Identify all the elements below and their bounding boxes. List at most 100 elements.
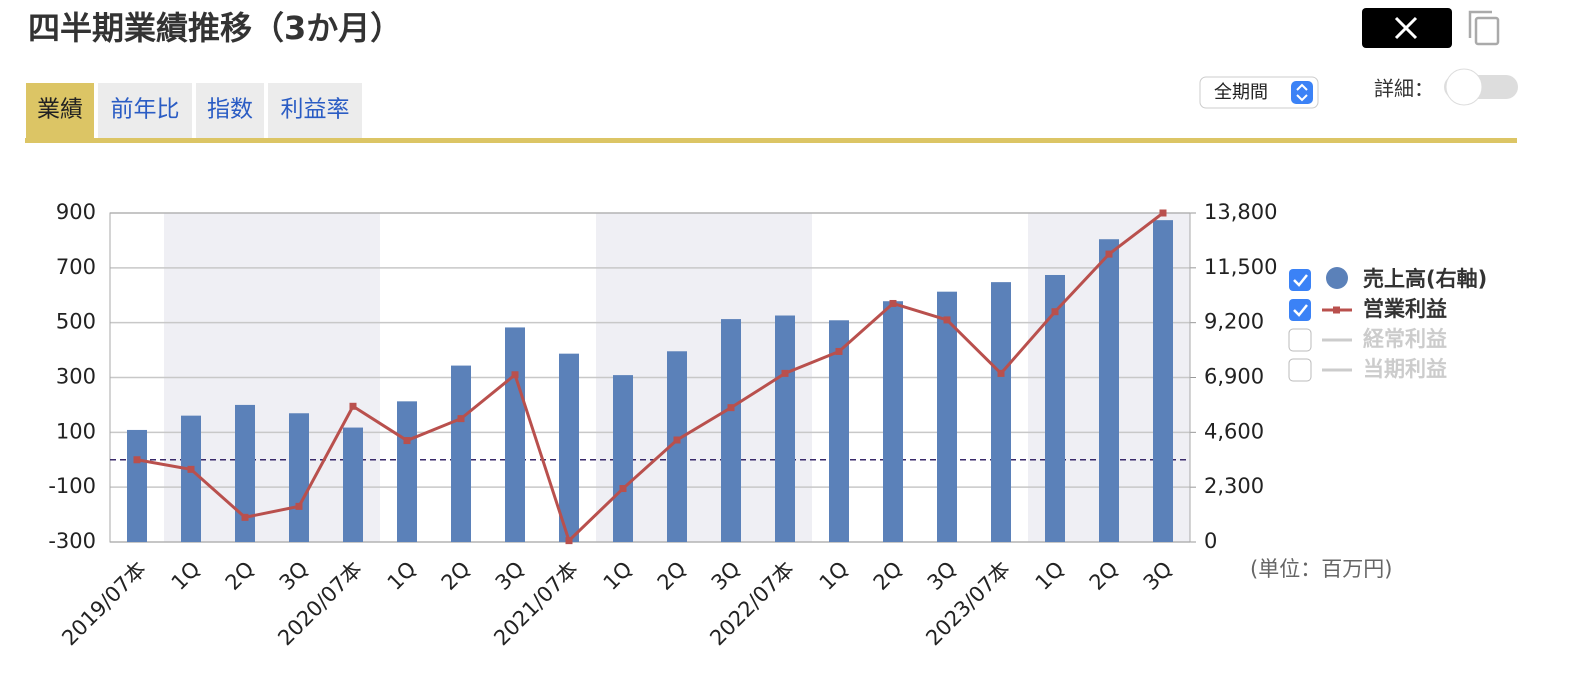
tab-label: 前年比: [111, 97, 180, 123]
line-marker: [619, 485, 627, 493]
copy-button[interactable]: [1468, 10, 1500, 46]
line-marker: [1159, 209, 1167, 217]
copy-icon-back: [1468, 10, 1492, 38]
bar: [937, 291, 957, 542]
bar: [559, 353, 579, 542]
x-tick-label: 3Q: [491, 557, 529, 595]
tab[interactable]: 業績: [26, 83, 94, 138]
line-marker: [295, 502, 303, 510]
legend-item[interactable]: 営業利益: [1289, 297, 1447, 321]
legend-item[interactable]: 売上高(右軸): [1289, 267, 1487, 291]
legend-label: 売上高(右軸): [1363, 267, 1487, 291]
bar: [181, 415, 201, 542]
bar: [721, 319, 741, 542]
legend-swatch-marker: [1333, 306, 1340, 314]
bar: [613, 375, 633, 542]
legend-checkbox: [1288, 358, 1312, 382]
legend-label: 当期利益: [1363, 357, 1447, 381]
tab-underline: [25, 138, 1517, 143]
x-logo: [1394, 16, 1418, 40]
y2-tick-label: 2,300: [1204, 474, 1264, 498]
y2-tick-label: 9,200: [1204, 310, 1264, 334]
line-marker: [349, 402, 357, 410]
legend-checkbox: [1289, 269, 1311, 291]
bar: [829, 320, 849, 542]
x-tick-label: 2019/07本: [57, 557, 151, 651]
y2-tick-label: 0: [1204, 529, 1217, 553]
toggle-knob: [1445, 68, 1483, 106]
tab[interactable]: 前年比: [98, 83, 192, 138]
bar: [667, 351, 687, 542]
line-marker: [187, 465, 195, 473]
plot-frame: [109, 212, 1191, 543]
y2-tick-label: 11,500: [1204, 255, 1277, 279]
x-tick-label: 1Q: [815, 557, 853, 595]
tab[interactable]: 利益率: [268, 83, 362, 138]
y2-tick-label: 4,600: [1204, 419, 1264, 443]
tab-label: 業績: [37, 97, 83, 123]
y-tick-label: 300: [56, 365, 96, 389]
select-arrow-bg: [1291, 81, 1313, 104]
copy-icon-front: [1474, 16, 1500, 46]
bar: [1045, 274, 1065, 542]
x-tick-label: 3Q: [923, 557, 961, 595]
bar: [235, 404, 255, 542]
x-tick-label: 1Q: [167, 557, 205, 595]
legend-checkbox: [1289, 299, 1311, 321]
bar: [127, 429, 147, 542]
tab[interactable]: 指数: [196, 83, 264, 138]
x-tick-label: 1Q: [383, 557, 421, 595]
y-tick-label: 900: [56, 200, 96, 224]
bar: [289, 413, 309, 542]
share-x-button[interactable]: [1362, 8, 1452, 48]
x-tick-label: 3Q: [707, 557, 745, 595]
unit-note: (単位：百万円): [1250, 557, 1392, 581]
period-select[interactable]: 全期間: [1199, 76, 1319, 109]
page-title: 四半期業績推移（3か月）: [28, 9, 402, 47]
legend-checkbox: [1288, 328, 1312, 352]
tab-bg: [268, 83, 362, 138]
x-tick-label: 1Q: [599, 557, 637, 595]
x-tick-label: 2Q: [1085, 557, 1123, 595]
x-tick-label: 3Q: [275, 557, 313, 595]
y-tick-label: 500: [56, 310, 96, 334]
line-marker: [943, 316, 951, 324]
select-text: 全期間: [1214, 82, 1268, 103]
line-marker: [1051, 308, 1059, 316]
legend-item[interactable]: 経常利益: [1288, 327, 1447, 352]
line-marker: [511, 371, 519, 379]
line-marker: [565, 537, 573, 545]
line-marker: [403, 437, 411, 445]
bar: [991, 282, 1011, 542]
bar: [883, 301, 903, 542]
detail-toggle[interactable]: [1444, 68, 1518, 106]
chart: -300 -100 100 300 500 700 900 0 2,300 4,600 6,900 9…: [48, 200, 1487, 650]
tab-bar: 業績 前年比 指数 利益率: [26, 83, 362, 138]
y-tick-label: -100: [48, 474, 96, 498]
x-tick-label: 2Q: [221, 557, 259, 595]
x-tick-label: 2Q: [869, 557, 907, 595]
line-marker: [457, 415, 465, 423]
legend-label: 経常利益: [1363, 327, 1447, 351]
y-tick-label: -300: [48, 529, 96, 553]
line-marker: [1105, 250, 1113, 258]
line-marker: [835, 347, 843, 355]
bar: [451, 365, 471, 542]
legend-check: [1293, 274, 1308, 287]
y2-tick-label: 13,800: [1204, 200, 1277, 224]
x-tick-label: 2Q: [437, 557, 475, 595]
tab-bg: [196, 83, 264, 138]
detail-label: 詳細：: [1374, 77, 1434, 101]
legend-label: 営業利益: [1363, 297, 1447, 321]
y-tick-label: 100: [56, 419, 96, 443]
legend-item[interactable]: 当期利益: [1288, 357, 1447, 382]
line-marker: [133, 456, 141, 464]
bar: [397, 401, 417, 542]
select-box: [1199, 76, 1319, 109]
line-marker: [241, 513, 249, 521]
line-marker: [727, 404, 735, 412]
select-arrows: [1296, 83, 1308, 102]
tab-label: 指数: [207, 97, 253, 123]
x-tick-label: 1Q: [1031, 557, 1069, 595]
